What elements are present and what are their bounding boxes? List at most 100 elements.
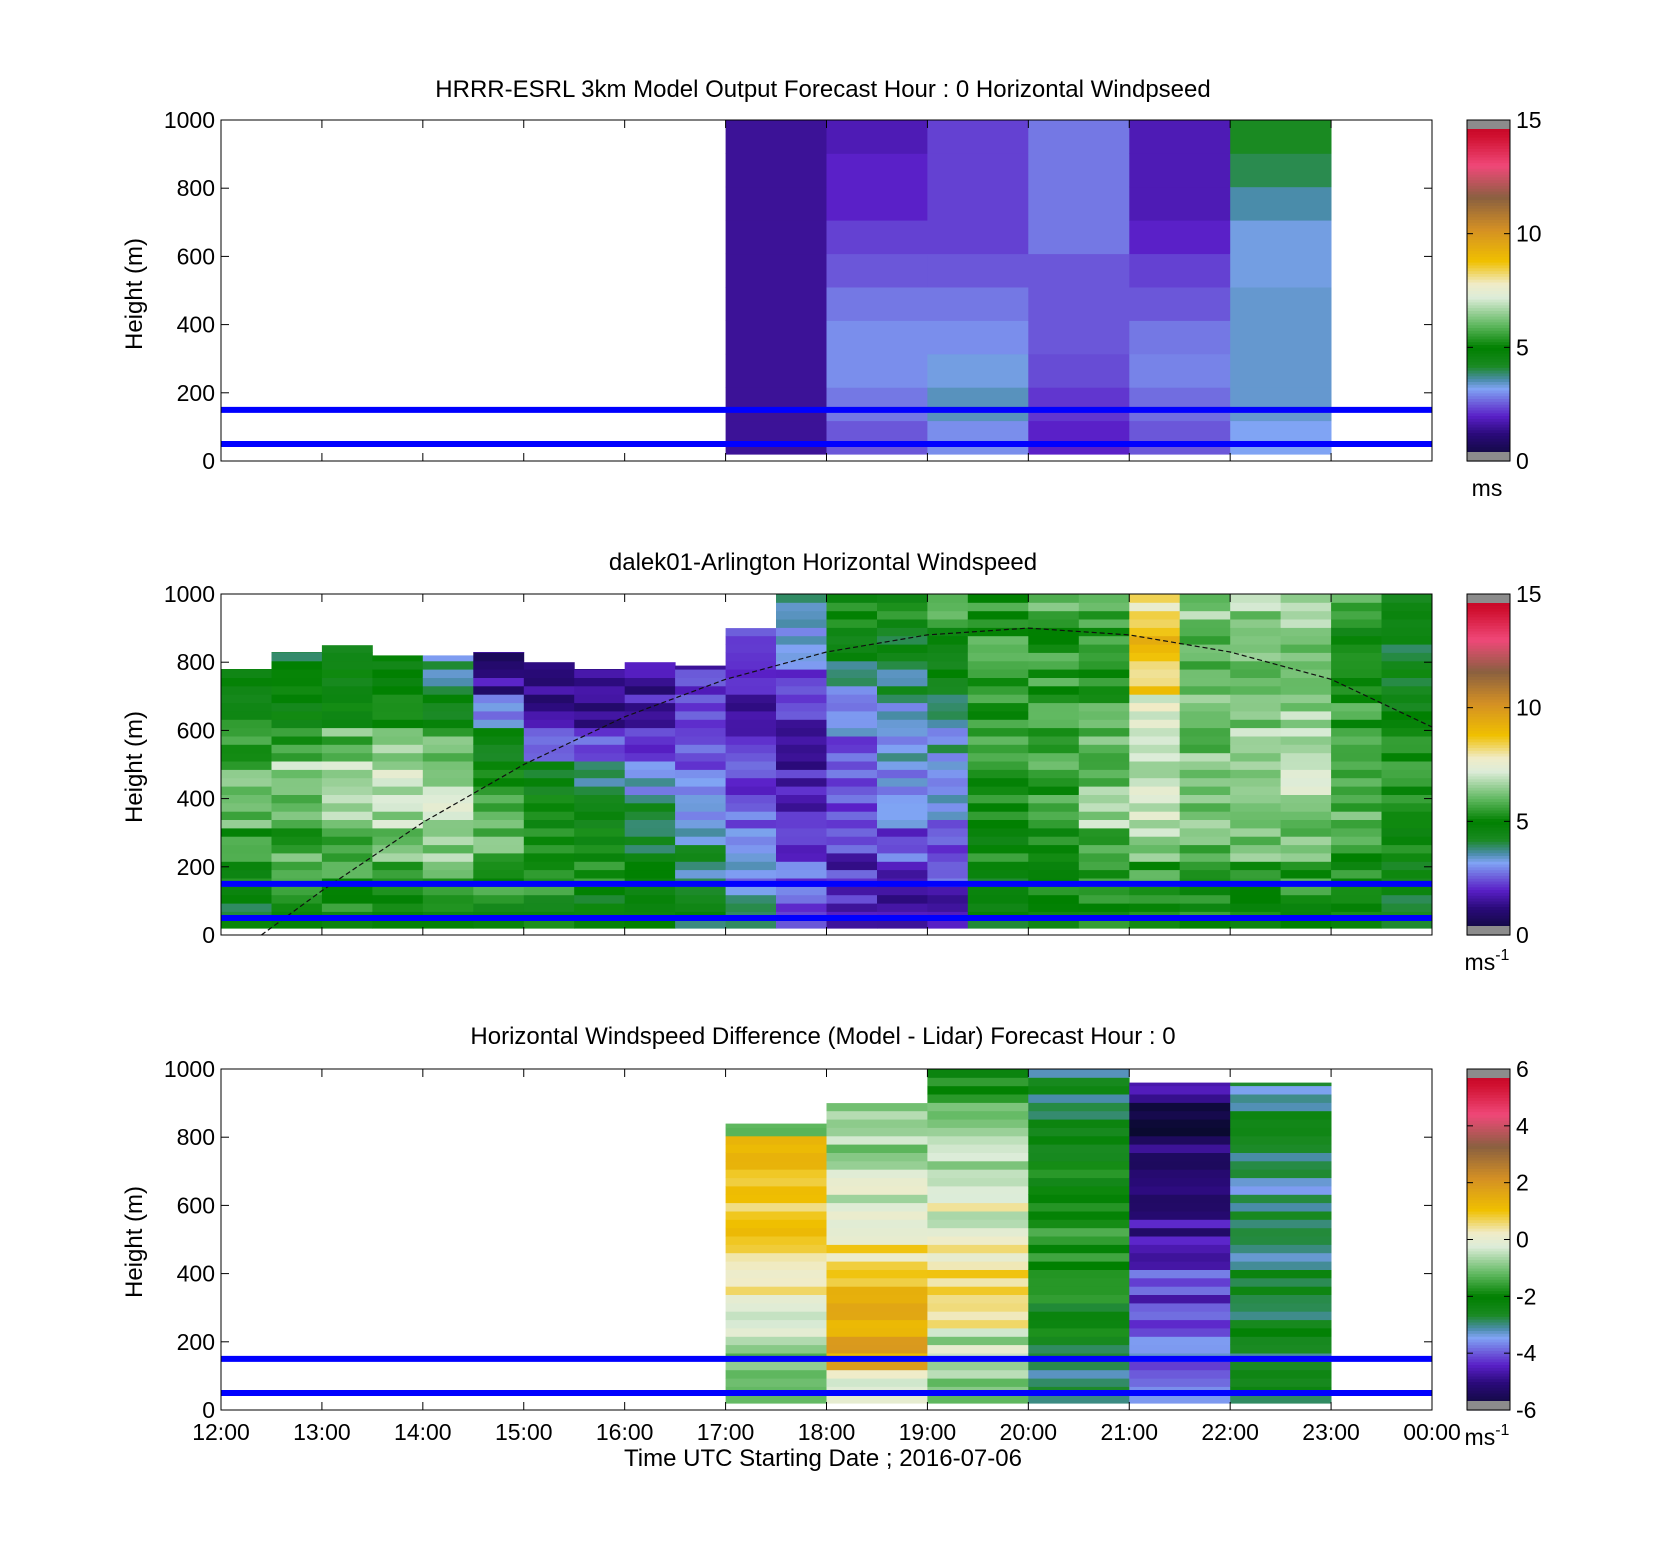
- heatmap-cell: [1280, 594, 1332, 603]
- colorbar-swatch: [1467, 128, 1510, 132]
- heatmap-cell: [776, 677, 827, 687]
- heatmap-cell: [1078, 660, 1130, 670]
- colorbar-tick-label: 15: [1516, 107, 1542, 133]
- heatmap-cell: [1331, 727, 1382, 737]
- heatmap-cell: [927, 702, 969, 712]
- colorbar-swatch: [1467, 1353, 1510, 1357]
- heatmap-cell: [271, 702, 323, 712]
- heatmap-cell: [1078, 627, 1130, 637]
- heatmap-cell: [1078, 886, 1130, 896]
- heatmap-cell: [967, 719, 1029, 729]
- heatmap-cell: [574, 886, 626, 896]
- heatmap-cell: [574, 836, 626, 846]
- heatmap-cell: [725, 736, 777, 745]
- y-axis-label: Height (m): [121, 238, 148, 350]
- colorbar-swatch: [1467, 630, 1510, 635]
- colorbar-swatch: [1467, 716, 1510, 720]
- heatmap-cell: [1331, 685, 1382, 695]
- colorbar-swatch: [1467, 1364, 1510, 1368]
- heatmap-cell: [523, 677, 575, 687]
- colorbar-swatch: [1467, 421, 1510, 425]
- heatmap-cell: [826, 777, 878, 787]
- x-tick-label: 17:00: [697, 1419, 755, 1445]
- heatmap-cell: [473, 752, 525, 762]
- heatmap-cell: [927, 769, 969, 779]
- heatmap-cell: [1028, 1369, 1130, 1379]
- heatmap-cell: [927, 1152, 1029, 1162]
- colorbar-swatch: [1467, 1208, 1510, 1212]
- colorbar-swatch: [1467, 642, 1510, 646]
- heatmap-cell: [675, 836, 726, 846]
- heatmap-cell: [967, 635, 1029, 645]
- heatmap-cell: [826, 1286, 928, 1295]
- heatmap-cell: [1129, 853, 1181, 862]
- heatmap-cell: [967, 660, 1029, 670]
- colorbar-swatch: [1467, 730, 1510, 734]
- heatmap-cell: [776, 861, 827, 871]
- colorbar-swatch: [1467, 756, 1510, 760]
- heatmap-cell: [1028, 794, 1080, 804]
- colorbar-swatch: [1467, 412, 1510, 417]
- heatmap-cell: [1179, 819, 1231, 829]
- heatmap-cell: [1129, 685, 1181, 695]
- colorbar-swatch: [1467, 665, 1510, 669]
- heatmap-cell: [826, 610, 878, 620]
- heatmap-cell: [725, 811, 777, 820]
- heatmap-cell: [877, 761, 928, 770]
- heatmap-cell: [271, 919, 323, 929]
- heatmap-cell: [523, 736, 575, 745]
- heatmap-cell: [725, 387, 827, 422]
- heatmap-cell: [826, 1344, 928, 1354]
- heatmap-cell: [1129, 1211, 1231, 1220]
- heatmap-cell: [927, 186, 1029, 221]
- heatmap-cell: [1028, 1186, 1130, 1195]
- heatmap-cell: [927, 1286, 1029, 1295]
- colorbar-swatch: [1467, 367, 1510, 371]
- heatmap-cell: [1331, 786, 1382, 795]
- heatmap-cell: [927, 220, 1029, 255]
- heatmap-cell: [927, 1094, 1029, 1103]
- colorbar-swatch: [1467, 710, 1510, 714]
- heatmap-cell: [927, 711, 969, 720]
- heatmap-cell: [927, 802, 969, 812]
- heatmap-cell: [826, 1202, 928, 1212]
- heatmap-cell: [1129, 761, 1181, 770]
- colorbar-swatch: [1467, 1350, 1510, 1354]
- heatmap-cell: [1381, 669, 1433, 678]
- colorbar-swatch: [1467, 236, 1510, 240]
- y-tick-label: 800: [177, 1124, 215, 1150]
- model-windspeed-panel: HRRR-ESRL 3km Model Output Forecast Hour…: [121, 76, 1542, 501]
- heatmap-cell: [967, 853, 1029, 862]
- heatmap-cell: [1129, 1236, 1231, 1245]
- colorbar-swatch: [1467, 881, 1510, 885]
- heatmap-cell: [271, 827, 323, 837]
- heatmap-cell: [1331, 853, 1382, 862]
- heatmap-cell: [675, 869, 726, 879]
- heatmap-cell: [1381, 660, 1433, 670]
- colorbar-swatch: [1467, 656, 1510, 660]
- heatmap-cell: [221, 827, 272, 837]
- heatmap-cell: [967, 794, 1029, 804]
- colorbar-swatch: [1467, 1302, 1510, 1306]
- colorbar-swatch: [1467, 1236, 1510, 1241]
- colorbar-swatch: [1467, 404, 1510, 408]
- heatmap-cell: [523, 894, 575, 904]
- heatmap-cell: [1078, 711, 1130, 720]
- heatmap-cell: [321, 903, 373, 912]
- heatmap-cell: [1028, 727, 1080, 737]
- heatmap-cell: [1129, 120, 1231, 154]
- x-tick-label: 14:00: [394, 1419, 452, 1445]
- heatmap-cell: [1129, 1336, 1231, 1346]
- heatmap-cell: [574, 727, 626, 737]
- colorbar-swatch: [1467, 1304, 1510, 1309]
- heatmap-cell: [877, 627, 928, 637]
- heatmap-cell: [372, 811, 424, 820]
- heatmap-cell: [826, 1302, 928, 1312]
- heatmap-cell: [473, 685, 525, 695]
- heatmap-cell: [321, 886, 373, 896]
- heatmap-cell: [221, 727, 272, 737]
- heatmap-cell: [826, 627, 878, 637]
- heatmap-cell: [523, 685, 575, 695]
- heatmap-cell: [826, 1211, 928, 1220]
